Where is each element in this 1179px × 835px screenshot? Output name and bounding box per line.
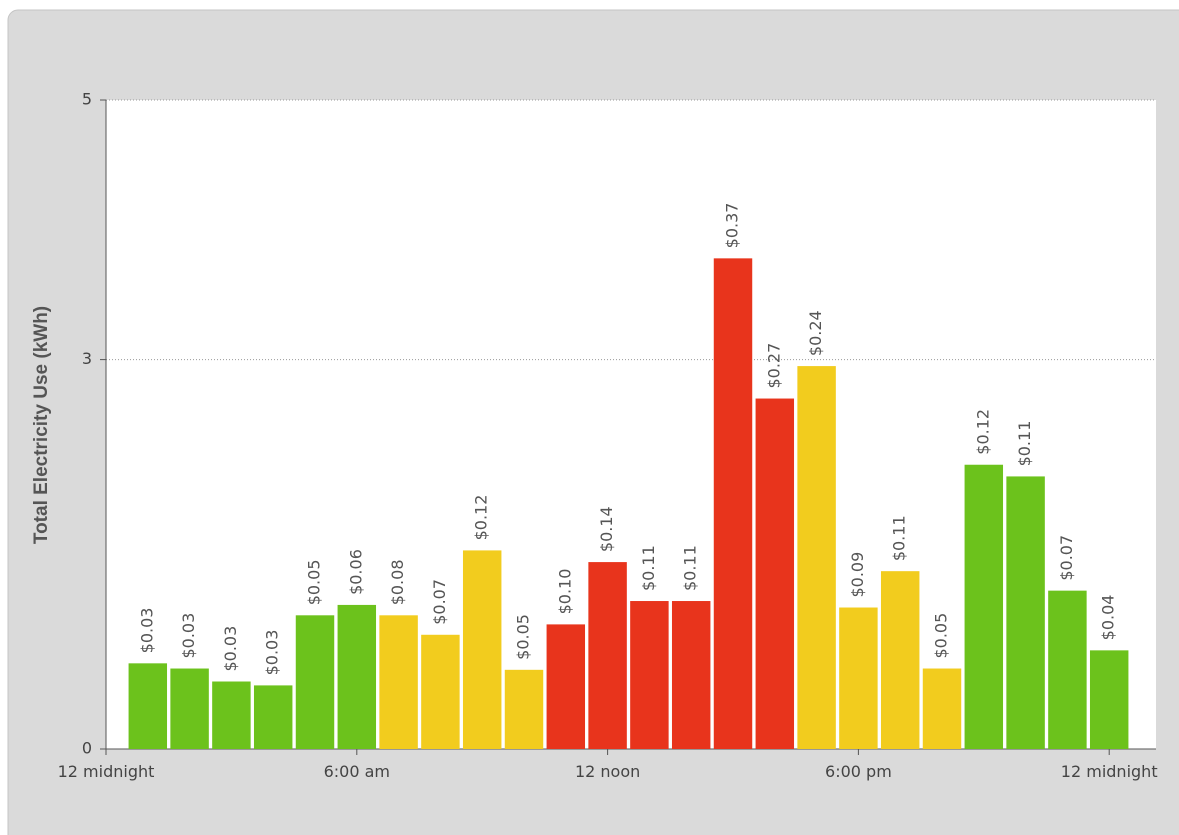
bar bbox=[922, 668, 962, 749]
cost-label: $0.07 bbox=[430, 579, 449, 625]
y-axis-label: Total Electricity Use (kWh) bbox=[31, 306, 52, 544]
bar bbox=[797, 366, 836, 749]
cost-label: $0.37 bbox=[723, 203, 742, 249]
bar bbox=[880, 571, 920, 749]
bar bbox=[671, 601, 711, 749]
cost-label: $0.12 bbox=[973, 409, 992, 455]
cost-label: $0.04 bbox=[1099, 595, 1118, 641]
bar bbox=[128, 663, 168, 749]
x-tick-label: 6:00 pm bbox=[825, 762, 892, 781]
bar bbox=[504, 669, 544, 749]
bar bbox=[1048, 590, 1087, 749]
cost-label: $0.08 bbox=[388, 559, 407, 605]
bar bbox=[588, 562, 627, 749]
x-tick-label: 6:00 am bbox=[324, 762, 390, 781]
cost-label: $0.03 bbox=[263, 630, 282, 676]
bar bbox=[755, 398, 795, 749]
bar bbox=[630, 601, 669, 749]
cost-label: $0.11 bbox=[639, 545, 658, 591]
bar bbox=[421, 634, 460, 749]
bar bbox=[1006, 476, 1045, 749]
cost-label: $0.03 bbox=[137, 608, 156, 654]
cost-label: $0.06 bbox=[346, 549, 365, 595]
bar bbox=[462, 550, 502, 749]
bar bbox=[839, 607, 878, 749]
bar bbox=[713, 258, 753, 749]
x-tick-label: 12 noon bbox=[575, 762, 640, 781]
cost-label: $0.05 bbox=[932, 613, 951, 659]
x-tick-label: 12 midnight bbox=[1061, 762, 1158, 781]
bar bbox=[546, 624, 586, 749]
bar bbox=[295, 615, 335, 749]
bar bbox=[964, 464, 1004, 749]
cost-label: $0.24 bbox=[806, 310, 825, 356]
y-tick-label: 5 bbox=[82, 90, 92, 109]
cost-label: $0.12 bbox=[472, 495, 491, 541]
bar bbox=[337, 604, 377, 749]
cost-label: $0.05 bbox=[514, 614, 533, 660]
bar bbox=[253, 685, 293, 749]
bar bbox=[170, 668, 209, 749]
bar bbox=[212, 681, 251, 749]
y-tick-label: 3 bbox=[82, 349, 92, 368]
cost-label: $0.09 bbox=[848, 552, 867, 598]
cost-label: $0.10 bbox=[555, 569, 574, 615]
bar bbox=[379, 615, 418, 749]
bar bbox=[1089, 650, 1129, 749]
cost-label: $0.11 bbox=[1015, 421, 1034, 467]
cost-label: $0.11 bbox=[681, 545, 700, 591]
cost-label: $0.03 bbox=[221, 626, 240, 672]
cost-label: $0.14 bbox=[597, 506, 616, 552]
cost-label: $0.07 bbox=[1057, 535, 1076, 581]
cost-label: $0.11 bbox=[890, 515, 909, 561]
cost-label: $0.03 bbox=[179, 613, 198, 659]
x-tick-label: 12 midnight bbox=[58, 762, 155, 781]
cost-label: $0.27 bbox=[764, 343, 783, 389]
cost-label: $0.05 bbox=[305, 559, 324, 605]
y-tick-label: 0 bbox=[82, 739, 92, 758]
